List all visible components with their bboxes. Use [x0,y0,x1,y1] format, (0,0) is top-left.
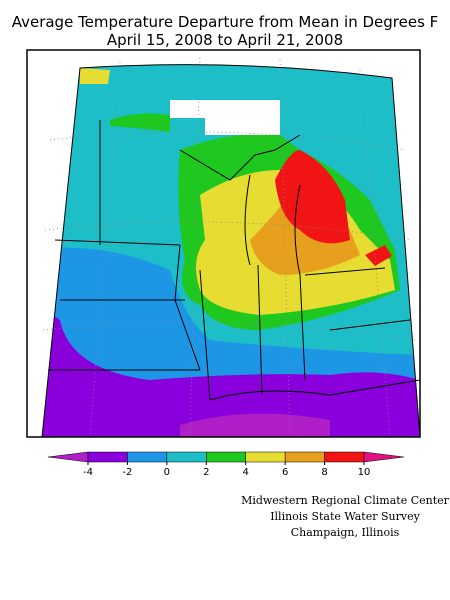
title-line: April 15, 2008 to April 21, 2008 [107,31,343,49]
legend-swatch [87,451,128,463]
legend-tick-label: 8 [321,467,327,478]
legend-tick-label: -4 [83,467,93,478]
legend-swatch [324,451,365,463]
legend-tick-label: -2 [122,467,132,478]
legend-swatch [245,451,286,463]
legend-swatch [166,451,207,463]
legend-swatch [127,451,168,463]
legend-tick-label: 4 [243,467,249,478]
legend-tick-label: 6 [282,467,288,478]
credit-line: Midwestern Regional Climate Center [241,494,450,507]
zone-below-minus4 [180,413,330,437]
legend-tick-label: 2 [203,467,209,478]
credit-line: Champaign, Illinois [291,526,400,539]
title-line: Average Temperature Departure from Mean … [12,13,439,31]
map [26,49,421,438]
borders [41,64,421,438]
legend-tick-label: 0 [164,467,170,478]
zone-4-6 [80,68,110,84]
zone-minus4-minus2 [42,300,420,437]
legend-tick-label: 10 [358,467,371,478]
credit-line: Illinois State Water Survey [270,510,420,523]
legend-swatch [206,451,246,463]
map-fill [42,64,420,437]
legend-swatch [284,451,325,463]
zone-2-4 [110,113,170,132]
no-data [170,100,280,135]
map-frame [26,49,421,438]
graticule [42,57,416,438]
zone-8-10 [275,150,350,244]
color-legend: -4 -2 0 2 4 6 8 10 [47,451,405,478]
legend-arrow-high [363,451,405,463]
legend-arrow-low [47,451,89,463]
zone-8-10 [365,245,392,266]
